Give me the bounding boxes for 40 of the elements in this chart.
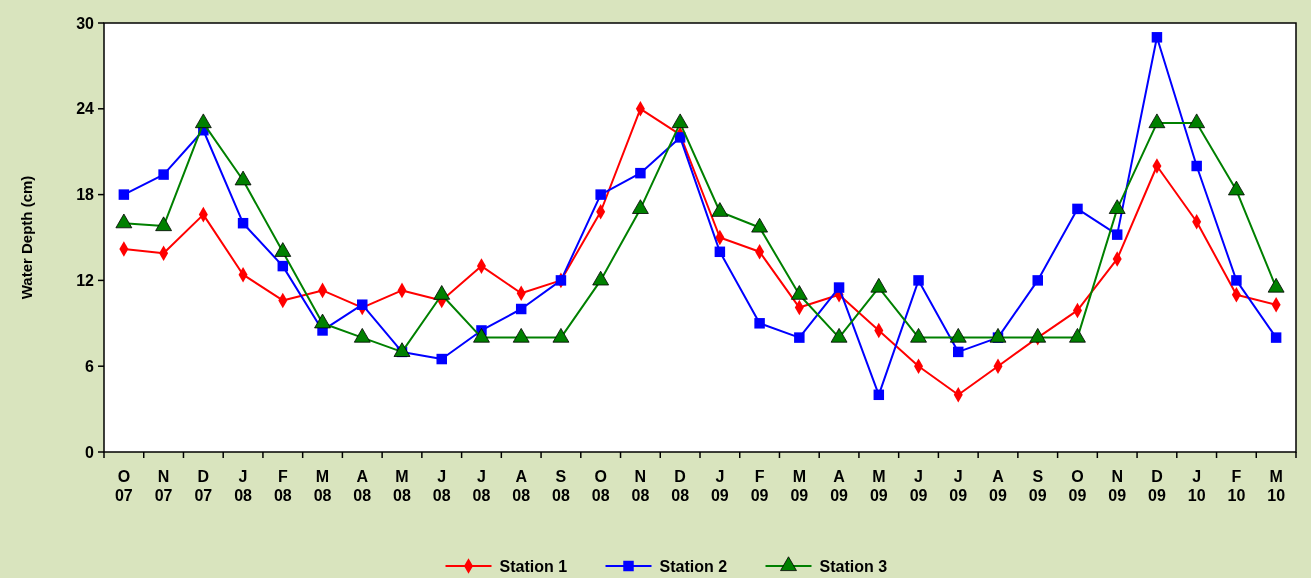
- x-tick-label: F 10: [1227, 468, 1246, 504]
- x-tick-label: D 08: [671, 468, 690, 504]
- x-tick-label: O 09: [1068, 468, 1087, 504]
- x-tick-label: M 10: [1267, 468, 1286, 504]
- x-tick-label: M 08: [393, 468, 411, 504]
- x-tick-label: A 09: [830, 468, 849, 504]
- x-tick-label: N 07: [154, 468, 173, 504]
- y-tick-label: 24: [76, 100, 95, 118]
- x-tick-label: M 09: [869, 468, 888, 504]
- legend-label: Station 1: [499, 557, 568, 575]
- x-tick-label: A 08: [512, 468, 531, 504]
- x-tick-label: J 09: [949, 468, 968, 504]
- x-tick-label: N 08: [631, 468, 650, 504]
- x-tick-label: O 07: [114, 468, 133, 504]
- x-tick-label: J 08: [234, 468, 253, 504]
- x-tick-label: S 08: [552, 468, 570, 504]
- x-tick-label: N 09: [1108, 468, 1127, 504]
- x-tick-label: D 09: [1148, 468, 1166, 504]
- y-tick-label: 0: [85, 443, 95, 461]
- y-tick-label: 6: [85, 357, 95, 375]
- y-tick-label: 18: [76, 186, 95, 204]
- x-tick-label: A 09: [989, 468, 1007, 504]
- x-tick-label: J 08: [472, 468, 491, 504]
- x-tick-label: O 08: [591, 468, 610, 504]
- x-tick-label: S 09: [1028, 468, 1047, 504]
- y-axis-title: Water Depth (cm): [18, 175, 35, 300]
- x-tick-label: A 08: [353, 468, 372, 504]
- x-tick-label: F 09: [750, 468, 769, 504]
- x-tick-label: F 08: [273, 468, 292, 504]
- x-tick-label: D 07: [194, 468, 213, 504]
- x-tick-label: J 08: [432, 468, 451, 504]
- x-tick-label: M 08: [313, 468, 332, 504]
- y-tick-label: 30: [76, 14, 95, 32]
- legend-label: Station 2: [659, 557, 728, 575]
- x-tick-label: J 10: [1187, 468, 1206, 504]
- x-tick-label: M 09: [790, 468, 809, 504]
- x-tick-label: J 09: [710, 468, 729, 504]
- y-tick-label: 12: [76, 272, 95, 289]
- x-tick-label: J 09: [909, 468, 928, 504]
- legend-label: Station 3: [819, 557, 888, 575]
